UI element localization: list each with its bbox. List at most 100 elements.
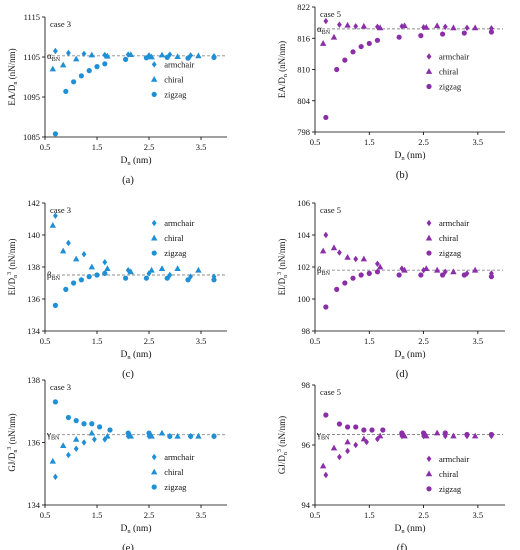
data-point-chiral bbox=[401, 432, 408, 439]
legend-marker-zigzag bbox=[426, 83, 432, 90]
chart-panel-1: 0.5 1.5 2.5 3.5 1085 1095 1105 1115 αBN case 3 arm… bbox=[7, 12, 227, 186]
y-axis-label: GJ/Dn3 (nN/nm) bbox=[277, 416, 289, 474]
data-point-chiral bbox=[49, 457, 56, 464]
y-tick-label: 822 bbox=[297, 2, 310, 12]
data-point-chiral bbox=[49, 222, 56, 228]
data-point-zigzag bbox=[439, 272, 446, 278]
legend-marker-armchair bbox=[151, 219, 157, 227]
data-point-chiral bbox=[88, 263, 95, 270]
data-point-chiral bbox=[433, 429, 441, 436]
y-tick-label: 142 bbox=[27, 198, 40, 208]
data-point-zigzag bbox=[461, 272, 467, 278]
data-point-chiral bbox=[376, 24, 384, 31]
y-tick-label: 138 bbox=[27, 262, 40, 272]
y-tick-label: 134 bbox=[27, 326, 41, 336]
data-point-zigzag bbox=[323, 304, 329, 310]
case-label: case 3 bbox=[50, 19, 71, 29]
data-point-chiral bbox=[471, 432, 479, 439]
data-point-chiral bbox=[49, 65, 56, 72]
data-point-armchair bbox=[53, 47, 58, 55]
legend-marker-chiral bbox=[425, 68, 433, 74]
y-tick-label: 816 bbox=[297, 33, 310, 43]
x-tick-label: 2.5 bbox=[418, 137, 429, 147]
data-point-zigzag bbox=[123, 56, 129, 63]
legend-marker-armchair bbox=[426, 455, 432, 462]
legend-label-chiral: chiral bbox=[164, 233, 184, 243]
data-point-armchair bbox=[73, 445, 79, 452]
data-point-zigzag bbox=[374, 269, 381, 275]
data-point-zigzag bbox=[78, 277, 84, 283]
data-point-chiral bbox=[158, 51, 166, 58]
data-point-zigzag bbox=[323, 114, 329, 121]
data-point-chiral bbox=[330, 244, 338, 251]
data-point-zigzag bbox=[211, 277, 217, 283]
legend-label-armchair: armchair bbox=[164, 59, 194, 69]
panel-label: (b) bbox=[396, 170, 409, 181]
data-point-chiral bbox=[60, 247, 67, 254]
data-point-armchair bbox=[53, 473, 58, 481]
y-axis-label: EA/Dn (nN/nm) bbox=[277, 41, 289, 98]
data-point-zigzag bbox=[488, 431, 495, 438]
data-point-chiral bbox=[376, 263, 384, 270]
data-point-chiral bbox=[127, 432, 134, 439]
legend-marker-zigzag bbox=[426, 486, 432, 492]
data-point-zigzag bbox=[366, 270, 372, 276]
data-point-zigzag bbox=[164, 54, 170, 61]
data-point-chiral bbox=[450, 268, 457, 275]
data-point-armchair bbox=[353, 441, 359, 449]
legend-marker-zigzag bbox=[426, 250, 432, 256]
legend-label-armchair: armchair bbox=[439, 454, 469, 464]
data-point-chiral bbox=[127, 51, 134, 57]
data-point-chiral bbox=[423, 265, 430, 271]
data-point-armchair bbox=[337, 249, 342, 256]
data-point-zigzag bbox=[164, 275, 170, 281]
data-point-chiral bbox=[148, 266, 155, 273]
x-tick-label: 3.5 bbox=[473, 137, 484, 147]
data-point-chiral bbox=[360, 255, 368, 262]
y-tick-label: 98 bbox=[302, 380, 311, 390]
reference-label: γBN bbox=[316, 430, 330, 442]
data-point-zigzag bbox=[63, 286, 69, 292]
legend-marker-chiral bbox=[151, 234, 158, 241]
data-point-zigzag bbox=[86, 274, 92, 280]
data-point-armchair bbox=[81, 251, 87, 258]
data-point-zigzag bbox=[86, 68, 92, 74]
case-label: case 3 bbox=[50, 382, 71, 392]
data-point-chiral bbox=[60, 442, 67, 449]
data-point-zigzag bbox=[97, 424, 103, 430]
data-point-armchair bbox=[188, 52, 193, 59]
y-tick-label: 1115 bbox=[24, 12, 40, 22]
x-axis-label: Dn (nm) bbox=[121, 349, 152, 361]
data-point-chiral bbox=[148, 53, 155, 60]
data-point-armchair bbox=[345, 447, 350, 455]
legend-marker-chiral bbox=[425, 470, 433, 477]
data-point-zigzag bbox=[396, 272, 402, 278]
x-axis-label: Dn (nm) bbox=[121, 155, 152, 167]
y-axis-label: GJ/Dn3 (nN/nm) bbox=[7, 413, 19, 471]
x-tick-label: 1.5 bbox=[92, 510, 103, 520]
data-point-zigzag bbox=[71, 79, 77, 85]
data-point-zigzag bbox=[361, 427, 367, 433]
x-tick-label: 2.5 bbox=[144, 510, 155, 520]
data-point-zigzag bbox=[65, 414, 71, 421]
y-tick-label: 810 bbox=[297, 65, 310, 75]
y-axis-label: EA/Dn (nN/nm) bbox=[7, 48, 19, 105]
data-point-zigzag bbox=[102, 270, 108, 276]
x-tick-label: 2.5 bbox=[418, 510, 429, 520]
reference-label: γBN bbox=[46, 430, 60, 442]
data-point-chiral bbox=[376, 432, 384, 439]
data-point-armchair bbox=[125, 51, 131, 58]
data-point-chiral bbox=[360, 22, 368, 29]
data-point-chiral bbox=[195, 266, 202, 273]
y-tick-label: 804 bbox=[297, 96, 311, 106]
x-axis-label: Dn (nm) bbox=[395, 523, 426, 535]
data-point-zigzag bbox=[94, 64, 100, 70]
panel-label: (f) bbox=[397, 543, 408, 550]
case-label: case 5 bbox=[320, 9, 341, 19]
reference-label: βBN bbox=[317, 265, 331, 277]
data-point-zigzag bbox=[146, 430, 152, 436]
data-point-zigzag bbox=[464, 431, 470, 438]
data-point-zigzag bbox=[52, 131, 59, 137]
data-point-armchair bbox=[66, 239, 71, 247]
data-point-armchair bbox=[81, 439, 87, 446]
